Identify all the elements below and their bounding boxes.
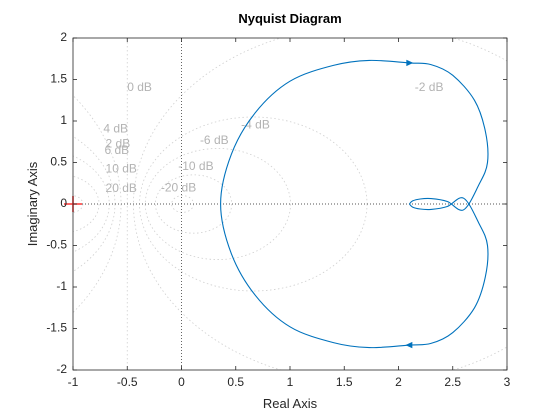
y-tick-label: 0 <box>60 196 67 210</box>
x-tick-label: 3 <box>504 375 511 389</box>
nyquist-series-line <box>220 59 489 349</box>
db-label: 6 dB <box>104 143 129 157</box>
x-tick-label: 1.5 <box>336 375 353 389</box>
db-label: 4 dB <box>103 121 128 135</box>
y-tick-label: -1 <box>56 279 67 293</box>
y-tick-label: 0.5 <box>50 155 67 169</box>
m-circle <box>144 148 291 260</box>
y-axis-label: Imaginary Axis <box>25 161 40 246</box>
y-tick-label: -1.5 <box>46 321 67 335</box>
db-label: 10 dB <box>106 161 137 175</box>
db-label: -4 dB <box>241 117 270 131</box>
y-tick-label: -2 <box>56 362 67 376</box>
direction-arrow <box>406 59 414 67</box>
direction-arrow <box>405 341 413 349</box>
db-label: -6 dB <box>200 133 229 147</box>
y-tick-label: 1 <box>60 113 67 127</box>
y-tick-label: -0.5 <box>46 238 67 252</box>
nyquist-curve <box>220 59 489 349</box>
db-label: -2 dB <box>415 80 444 94</box>
db-label: -10 dB <box>178 159 213 173</box>
m-circle <box>73 175 100 233</box>
db-labels: 0 dB 2 dB4 dB 6 dB 10 dB 20 dB -2 dB -4 dB -6 d… <box>103 80 443 195</box>
x-axis-ticks: -1 -0.5 0 0.5 1 1.5 2 2.5 3 <box>68 38 511 389</box>
x-tick-label: 1 <box>287 375 294 389</box>
x-tick-label: 0.5 <box>227 375 244 389</box>
m-circle <box>155 174 233 234</box>
chart-title: Nyquist Diagram <box>238 11 341 26</box>
m-circle <box>73 136 116 272</box>
db-label: 2 dB <box>106 136 131 150</box>
db-label: -20 dB <box>161 180 196 194</box>
db-label: 20 dB <box>106 181 137 195</box>
zero-lines <box>73 38 507 370</box>
y-tick-label: 1.5 <box>50 72 67 86</box>
x-tick-label: -0.5 <box>117 375 138 389</box>
x-tick-label: -1 <box>68 375 79 389</box>
y-tick-label: 2 <box>60 30 67 44</box>
db-label: 0 dB <box>127 80 152 94</box>
x-tick-label: 2.5 <box>444 375 461 389</box>
x-tick-label: 0 <box>178 375 185 389</box>
x-tick-label: 2 <box>395 375 402 389</box>
y-axis-ticks: -2 -1.5 -1 -0.5 0 0.5 1 1.5 2 <box>46 30 507 376</box>
x-axis-label: Real Axis <box>263 396 318 411</box>
